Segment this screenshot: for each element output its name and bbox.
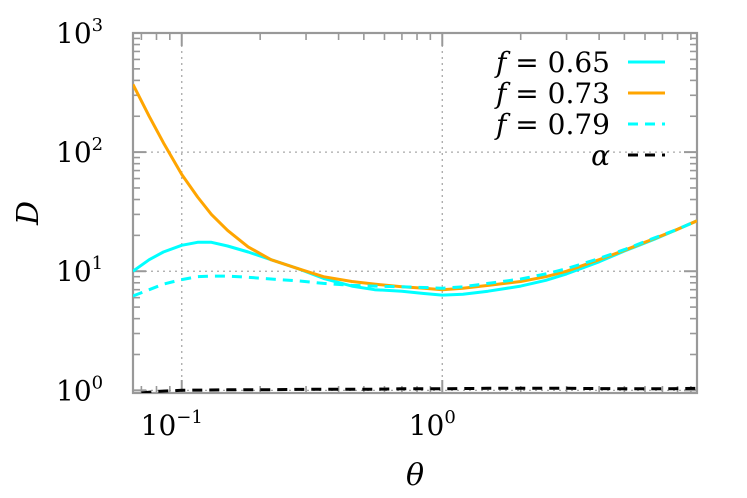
x-tick-label-0: 10−1 <box>141 407 203 442</box>
y-tick-label-1: 101 <box>56 253 103 288</box>
y-tick-label-3: 103 <box>56 15 103 50</box>
legend-label-0: f = 0.65 <box>494 46 610 79</box>
x-tick-label-1: 100 <box>409 407 456 442</box>
legend-label-1: f = 0.73 <box>494 77 610 110</box>
series-line-2 <box>133 219 697 298</box>
legend-label-2: f = 0.79 <box>494 108 610 141</box>
plot-frame <box>131 31 699 395</box>
x-axis-label: θ <box>406 458 424 493</box>
series-line-3 <box>141 386 697 393</box>
minor-ticks <box>133 33 697 393</box>
y-tick-label-2: 102 <box>56 134 103 169</box>
legend-label-3: α <box>591 139 610 172</box>
y-tick-label-0: 100 <box>56 372 103 407</box>
series-line-1 <box>133 83 697 292</box>
y-axis-label: D <box>11 201 46 226</box>
series-line-0 <box>133 219 697 297</box>
